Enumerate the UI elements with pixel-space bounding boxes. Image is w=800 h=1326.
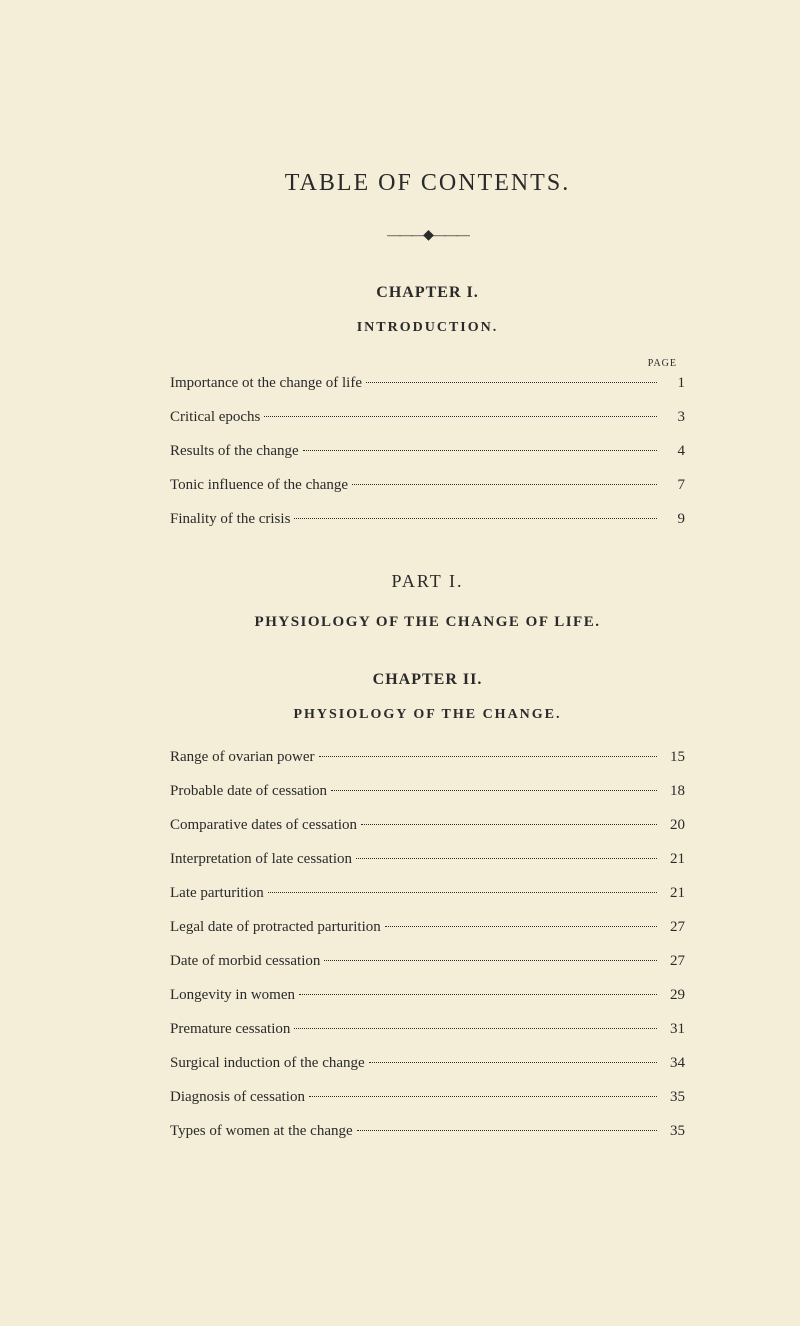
toc-dots bbox=[268, 892, 657, 893]
part-1-heading: PART I. bbox=[170, 571, 685, 592]
toc-dots bbox=[294, 1028, 657, 1029]
toc-page: 21 bbox=[661, 847, 685, 871]
toc-page: 21 bbox=[661, 881, 685, 905]
toc-label: Range of ovarian power bbox=[170, 745, 315, 769]
toc-dots bbox=[303, 450, 657, 451]
toc-entry: Types of women at the change 35 bbox=[170, 1119, 685, 1143]
toc-entry: Finality of the crisis 9 bbox=[170, 507, 685, 531]
toc-dots bbox=[324, 960, 657, 961]
toc-page: 31 bbox=[661, 1017, 685, 1041]
chapter-2-heading: CHAPTER II. bbox=[170, 671, 685, 689]
toc-dots bbox=[369, 1062, 657, 1063]
toc-dots bbox=[299, 994, 657, 995]
chapter-1-section: INTRODUCTION. bbox=[170, 320, 685, 336]
toc-dots bbox=[294, 518, 657, 519]
toc-entry: Interpretation of late cessation 21 bbox=[170, 847, 685, 871]
toc-page: 29 bbox=[661, 983, 685, 1007]
toc-page: 18 bbox=[661, 779, 685, 803]
toc-dots bbox=[264, 416, 657, 417]
toc-page: 27 bbox=[661, 915, 685, 939]
toc-page: 9 bbox=[661, 507, 685, 531]
toc-page: 4 bbox=[661, 439, 685, 463]
toc-label: Interpretation of late cessation bbox=[170, 847, 352, 871]
toc-label: Legal date of protracted parturition bbox=[170, 915, 381, 939]
main-title: TABLE OF CONTENTS. bbox=[170, 170, 685, 197]
toc-entry: Probable date of cessation 18 bbox=[170, 779, 685, 803]
toc-label: Late parturition bbox=[170, 881, 264, 905]
toc-dots bbox=[356, 858, 657, 859]
toc-entry: Date of morbid cessation 27 bbox=[170, 949, 685, 973]
toc-label: Results of the change bbox=[170, 439, 299, 463]
toc-entry: Longevity in women 29 bbox=[170, 983, 685, 1007]
toc-entry: Legal date of protracted parturition 27 bbox=[170, 915, 685, 939]
chapter-1-heading: CHAPTER I. bbox=[170, 284, 685, 302]
toc-page: 27 bbox=[661, 949, 685, 973]
toc-dots bbox=[366, 382, 657, 383]
chapter-2-section: PHYSIOLOGY OF THE CHANGE. bbox=[170, 707, 685, 723]
toc-entry: Comparative dates of cessation 20 bbox=[170, 813, 685, 837]
toc-dots bbox=[331, 790, 657, 791]
chapter-1-toc: Importance ot the change of life 1 Criti… bbox=[170, 371, 685, 531]
toc-label: Longevity in women bbox=[170, 983, 295, 1007]
toc-dots bbox=[385, 926, 657, 927]
toc-label: Premature cessation bbox=[170, 1017, 290, 1041]
toc-page: 7 bbox=[661, 473, 685, 497]
toc-label: Importance ot the change of life bbox=[170, 371, 362, 395]
toc-entry: Premature cessation 31 bbox=[170, 1017, 685, 1041]
toc-label: Tonic influence of the change bbox=[170, 473, 348, 497]
toc-entry: Diagnosis of cessation 35 bbox=[170, 1085, 685, 1109]
toc-entry: Surgical induction of the change 34 bbox=[170, 1051, 685, 1075]
toc-label: Finality of the crisis bbox=[170, 507, 290, 531]
toc-page: 35 bbox=[661, 1085, 685, 1109]
toc-dots bbox=[319, 756, 657, 757]
toc-page: 1 bbox=[661, 371, 685, 395]
toc-entry: Importance ot the change of life 1 bbox=[170, 371, 685, 395]
chapter-2-toc: Range of ovarian power 15 Probable date … bbox=[170, 745, 685, 1143]
toc-page: 3 bbox=[661, 405, 685, 429]
toc-page: 15 bbox=[661, 745, 685, 769]
toc-entry: Late parturition 21 bbox=[170, 881, 685, 905]
toc-label: Diagnosis of cessation bbox=[170, 1085, 305, 1109]
toc-page: 20 bbox=[661, 813, 685, 837]
toc-entry: Tonic influence of the change 7 bbox=[170, 473, 685, 497]
toc-entry: Results of the change 4 bbox=[170, 439, 685, 463]
toc-dots bbox=[309, 1096, 657, 1097]
toc-entry: Range of ovarian power 15 bbox=[170, 745, 685, 769]
part-1-title: PHYSIOLOGY OF THE CHANGE OF LIFE. bbox=[170, 614, 685, 631]
toc-label: Surgical induction of the change bbox=[170, 1051, 365, 1075]
toc-label: Probable date of cessation bbox=[170, 779, 327, 803]
toc-dots bbox=[357, 1130, 657, 1131]
toc-label: Types of women at the change bbox=[170, 1119, 353, 1143]
toc-label: Date of morbid cessation bbox=[170, 949, 320, 973]
separator-ornament: ———◆——— bbox=[170, 227, 685, 244]
toc-page: 35 bbox=[661, 1119, 685, 1143]
toc-dots bbox=[352, 484, 657, 485]
toc-page: 34 bbox=[661, 1051, 685, 1075]
page-column-label: PAGE bbox=[170, 358, 685, 369]
toc-label: Critical epochs bbox=[170, 405, 260, 429]
toc-entry: Critical epochs 3 bbox=[170, 405, 685, 429]
toc-label: Comparative dates of cessation bbox=[170, 813, 357, 837]
toc-dots bbox=[361, 824, 657, 825]
